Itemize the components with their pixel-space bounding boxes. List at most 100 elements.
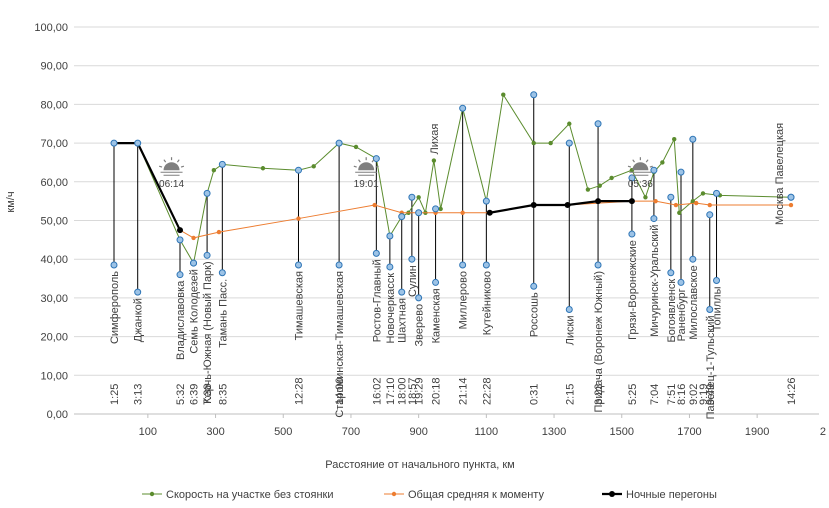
station-marker [677, 168, 685, 176]
series-point-segment-speed [311, 164, 316, 169]
station-marker [335, 139, 343, 147]
station-marker [110, 261, 118, 269]
sunrise-time-label: 05:36 [628, 179, 653, 190]
station-marker [706, 306, 714, 314]
station-name-label: Россошь [529, 292, 541, 337]
station-marker [459, 104, 467, 112]
station-time-label: 5:32 [175, 384, 187, 405]
station-marker [689, 135, 697, 143]
legend-marker [149, 491, 155, 497]
station-name-label: Сулин [407, 265, 419, 297]
y-tick-label: 80,00 [40, 99, 68, 111]
station-name-label: Шахтная [397, 298, 409, 343]
station-time-label: 21:14 [458, 377, 470, 405]
series-point-night-runs [530, 202, 537, 209]
station-time-label: 9:02 [688, 384, 700, 405]
station-marker [415, 209, 423, 217]
station-marker [594, 120, 602, 128]
station-marker [398, 288, 406, 296]
sun-ray [645, 159, 649, 163]
station-time-label: 20:18 [431, 377, 443, 405]
station-marker [565, 306, 573, 314]
y-axis-label: км/ч [5, 191, 17, 212]
annotations: Лихая 06:14 19:01 05:36 [158, 124, 653, 190]
series-point-segment-speed [643, 195, 648, 200]
x-tick-label: 1900 [745, 426, 769, 438]
sunrise-time-label: 06:14 [159, 179, 184, 190]
series-point-segment-speed [585, 187, 591, 192]
series-point-night-runs [564, 202, 571, 209]
station-time-label: 7:38 [202, 384, 214, 405]
sunrise-icon [627, 157, 653, 176]
sun-half [163, 162, 180, 171]
y-tick-label: 0,00 [47, 409, 68, 421]
station-name-label: Тимашевская [293, 271, 305, 340]
sun-ray [180, 165, 185, 168]
sunrise-icon [158, 157, 185, 176]
series-point-segment-speed [672, 137, 677, 142]
station-name-label: Лиски [564, 316, 576, 346]
y-tick-label: 70,00 [40, 138, 68, 150]
series-point-segment-speed [431, 158, 437, 163]
station-marker [594, 261, 602, 269]
series-point-segment-speed [597, 183, 602, 188]
station-marker [459, 261, 467, 269]
sun-ray [371, 159, 375, 163]
station-marker [650, 166, 658, 174]
station-name-label: Милославское [688, 265, 700, 339]
station-time-label: 14:26 [786, 377, 798, 405]
station-marker [628, 230, 636, 238]
station-time-label: 2:15 [564, 384, 576, 405]
series-point-segment-speed [438, 206, 443, 212]
station-marker [713, 276, 721, 284]
station-marker [432, 205, 440, 213]
station-markers [110, 91, 795, 314]
station-time-label: 8:35 [217, 384, 229, 405]
station-time-label: 0:31 [529, 384, 541, 405]
station-marker [650, 215, 658, 223]
station-marker [398, 213, 406, 221]
x-tick-label: 700 [342, 426, 360, 438]
station-marker [176, 236, 184, 244]
y-tick-label: 100,00 [34, 22, 68, 34]
station-name-label: Новочеркасск [385, 273, 397, 344]
station-time-label: 22:28 [481, 377, 493, 405]
station-marker [706, 211, 714, 219]
station-marker [408, 193, 416, 201]
station-time-label: 3:23 [593, 384, 605, 405]
x-edge-label: 2 [820, 426, 826, 438]
series-point-segment-speed [677, 210, 682, 215]
sun-ray [158, 165, 163, 168]
station-marker [176, 271, 184, 279]
series-point-average-speed [216, 229, 222, 235]
series-line-segment-speed [114, 93, 792, 265]
station-marker [713, 189, 721, 197]
station-marker [203, 189, 211, 197]
sun-ray [176, 159, 180, 163]
series-point-average-speed [460, 210, 465, 215]
series-point-segment-speed [260, 166, 266, 171]
station-time-label: 1:25 [109, 384, 121, 405]
series-point-average-speed [673, 202, 679, 208]
station-marker [415, 294, 423, 302]
station-marker [134, 139, 142, 147]
station-name-label: Владиславовка [175, 280, 187, 360]
station-time-label: 18:00 [397, 377, 409, 405]
axes: 0,00 10,00 20,00 30,00 40,00 50,00 60,00 70,00 8… [34, 22, 826, 438]
station-name-label: Топиллы [712, 286, 724, 331]
x-tick-label: 100 [139, 426, 157, 438]
station-marker [372, 249, 380, 257]
station-marker [667, 193, 675, 201]
y-tick-label: 10,00 [40, 370, 68, 382]
sun-half [358, 162, 375, 171]
station-marker [482, 261, 490, 269]
series-point-segment-speed [690, 198, 696, 204]
series-point-segment-speed [501, 92, 506, 97]
station-name-label: Керчь-Южная (Новый Парк) [202, 261, 214, 404]
station-marker [628, 174, 636, 182]
station-marker [294, 166, 302, 174]
station-name-label: Мичуринск-Уральский [649, 225, 661, 337]
x-tick-label: 500 [274, 426, 292, 438]
series-point-night-runs [486, 209, 493, 216]
legend-label: Ночные перегоны [626, 489, 717, 501]
